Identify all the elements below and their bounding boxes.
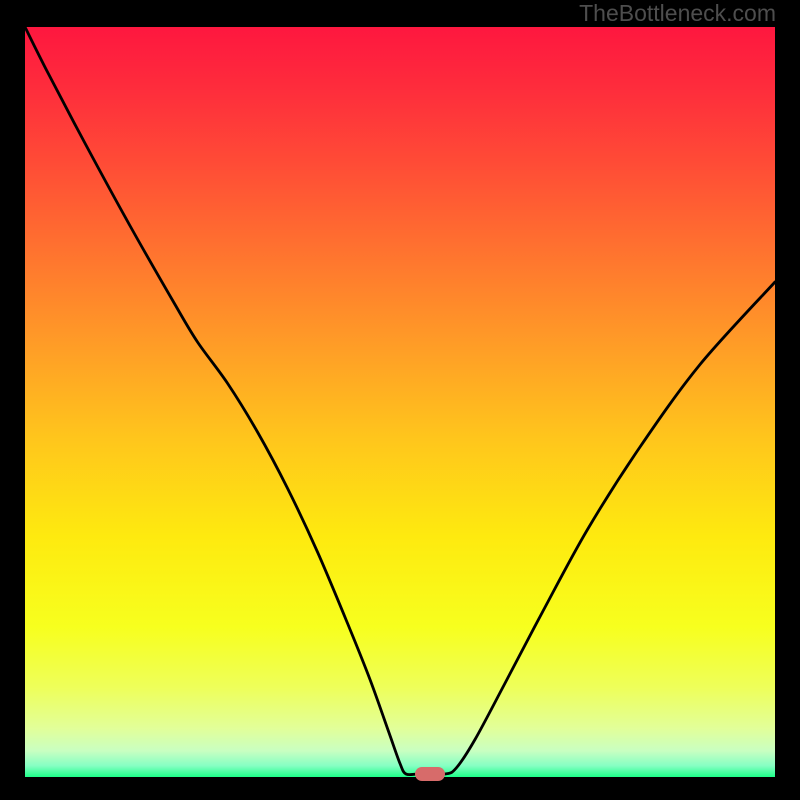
optimum-marker (415, 767, 445, 781)
curve-layer (25, 27, 775, 777)
watermark-text: TheBottleneck.com (579, 0, 776, 27)
bottleneck-curve (25, 27, 775, 775)
plot-area (25, 27, 775, 777)
chart-container: TheBottleneck.com (0, 0, 800, 800)
